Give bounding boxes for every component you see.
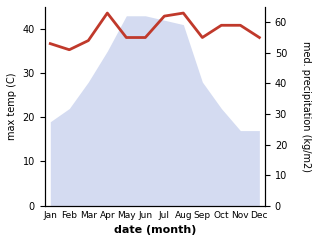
Y-axis label: max temp (C): max temp (C) bbox=[7, 73, 17, 140]
Y-axis label: med. precipitation (kg/m2): med. precipitation (kg/m2) bbox=[301, 41, 311, 172]
X-axis label: date (month): date (month) bbox=[114, 225, 196, 235]
